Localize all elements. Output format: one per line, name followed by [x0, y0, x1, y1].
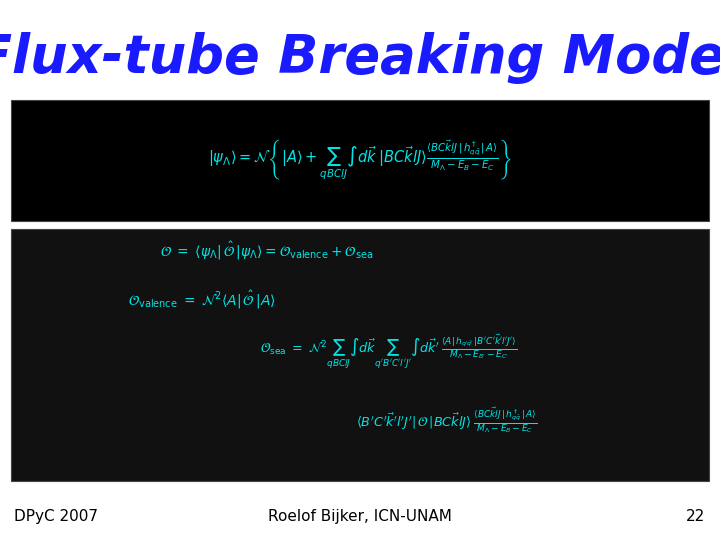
Text: $\mathcal{O} \; = \; \langle \psi_\Lambda | \, \hat{\mathcal{O}} \, | \psi_\Lamb: $\mathcal{O} \; = \; \langle \psi_\Lambd…	[160, 240, 373, 262]
Text: Flux-tube Breaking Model: Flux-tube Breaking Model	[0, 32, 720, 84]
Text: 22: 22	[686, 509, 706, 524]
Text: Roelof Bijker, ICN-UNAM: Roelof Bijker, ICN-UNAM	[268, 509, 452, 524]
FancyBboxPatch shape	[11, 230, 709, 481]
Text: DPyC 2007: DPyC 2007	[14, 509, 99, 524]
Text: $| \psi_\Lambda \rangle = \mathcal{N} \left\{ | A \rangle + \sum_{qBClJ} \int d\: $| \psi_\Lambda \rangle = \mathcal{N} \l…	[208, 137, 512, 181]
FancyBboxPatch shape	[11, 100, 709, 221]
Text: $\mathcal{O}_{\mathrm{sea}} \; = \; \mathcal{N}^2 \sum_{qBClJ} \int d\vec{k} \su: $\mathcal{O}_{\mathrm{sea}} \; = \; \mat…	[260, 333, 518, 372]
Text: $\mathcal{O}_{\mathrm{valence}} \; = \; \mathcal{N}^2 \langle A | \, \hat{\mathc: $\mathcal{O}_{\mathrm{valence}} \; = \; …	[127, 288, 276, 311]
Text: $\langle B'C'\vec{k}'l'J' | \, \mathcal{O} \, | BC\vec{k}lJ \rangle \; \frac{\la: $\langle B'C'\vec{k}'l'J' | \, \mathcal{…	[356, 405, 537, 435]
